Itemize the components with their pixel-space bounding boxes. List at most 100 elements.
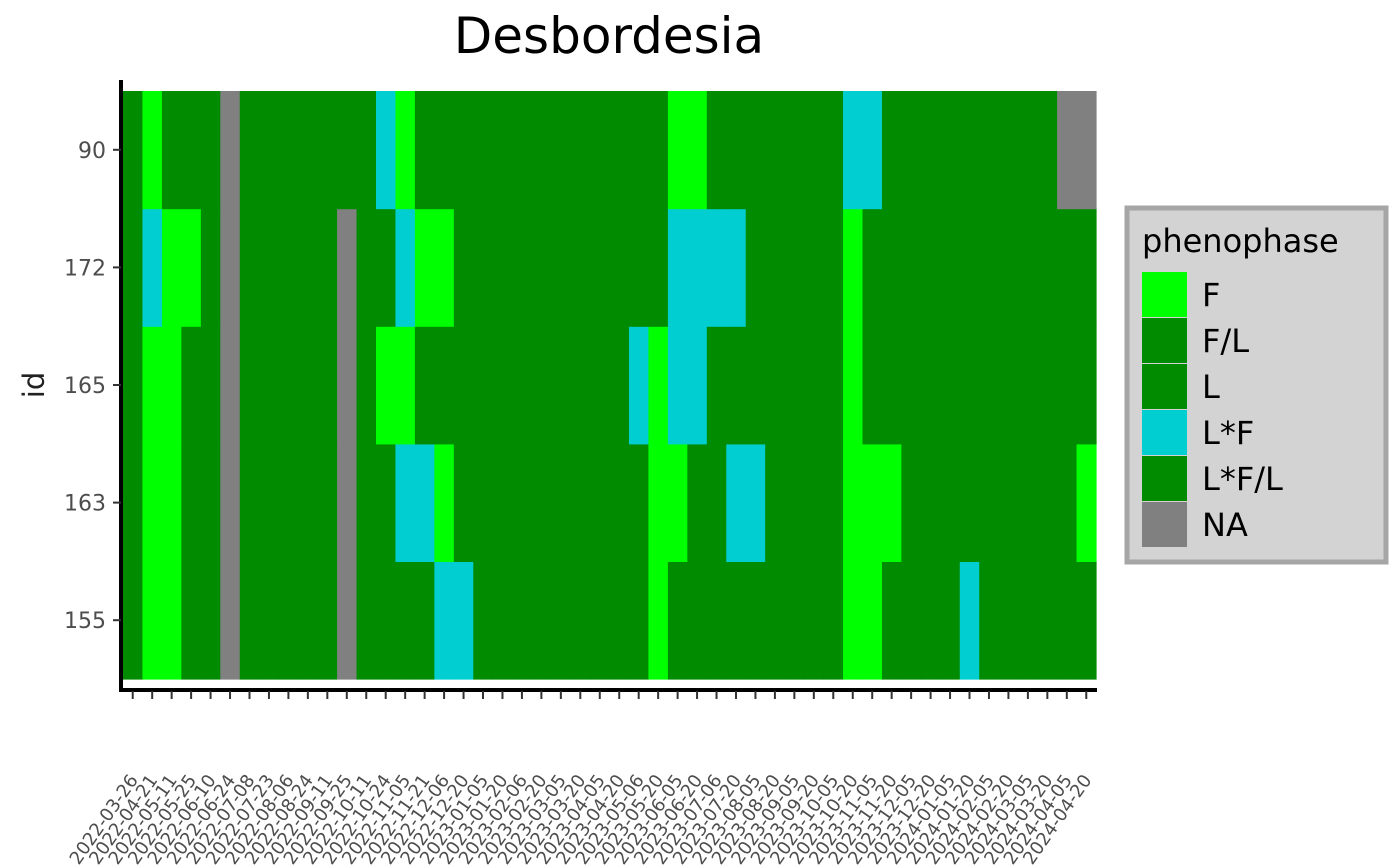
heatmap-cell: [278, 208, 299, 327]
heatmap-cell: [570, 208, 591, 327]
heatmap-cell: [512, 326, 533, 445]
heatmap-cell: [531, 561, 552, 680]
heatmap-cell: [317, 561, 338, 680]
heatmap-cell: [590, 326, 611, 445]
heatmap-cell: [998, 443, 1019, 562]
heatmap-cell: [823, 91, 844, 210]
heatmap-cell: [337, 208, 358, 327]
heatmap-cell: [726, 326, 747, 445]
heatmap-cell: [609, 326, 630, 445]
heatmap-cell: [473, 208, 494, 327]
heatmap-cell: [920, 443, 941, 562]
heatmap-cell: [239, 443, 260, 562]
heatmap-cell: [356, 326, 377, 445]
heatmap-cell: [823, 443, 844, 562]
heatmap-cell: [123, 561, 144, 680]
heatmap-cell: [745, 208, 766, 327]
heatmap-cell: [1057, 443, 1078, 562]
heatmap-cell: [843, 443, 864, 562]
heatmap-cell: [142, 443, 163, 562]
heatmap-cell: [337, 561, 358, 680]
legend-key: [1142, 456, 1187, 501]
heatmap-cell: [726, 91, 747, 210]
heatmap-cell: [979, 561, 1000, 680]
heatmap-cell: [765, 91, 786, 210]
heatmap-cell: [648, 561, 669, 680]
heatmap-cell: [317, 91, 338, 210]
heatmap-cell: [745, 561, 766, 680]
heatmap-cell: [298, 208, 319, 327]
heatmap-cell: [979, 91, 1000, 210]
heatmap-cell: [492, 443, 513, 562]
heatmap-cell: [628, 443, 650, 562]
heatmap-cell: [765, 561, 786, 680]
legend-key: [1142, 410, 1187, 455]
heatmap-cell: [181, 326, 202, 445]
legend-label: NA: [1202, 506, 1248, 544]
heatmap-cell: [337, 443, 358, 562]
heatmap-cell: [1076, 443, 1097, 562]
heatmap-cell: [531, 443, 552, 562]
heatmap-cell: [492, 561, 513, 680]
heatmap-cell: [959, 561, 980, 680]
heatmap-cell: [395, 561, 416, 680]
heatmap-cell: [784, 91, 805, 210]
heatmap-cell: [940, 326, 961, 445]
heatmap-cell: [142, 326, 163, 445]
heatmap-cell: [142, 561, 163, 680]
heatmap-cell: [998, 208, 1019, 327]
heatmap-cell: [706, 91, 727, 210]
heatmap-cell: [959, 443, 980, 562]
heatmap-cell: [1018, 208, 1039, 327]
heatmap-cell: [784, 326, 805, 445]
heatmap-cell: [181, 443, 202, 562]
heatmap-cell: [687, 208, 708, 327]
heatmap-cell: [687, 91, 708, 210]
legend-key: [1142, 364, 1187, 409]
heatmap-cell: [161, 91, 182, 210]
heatmap-cell: [123, 443, 144, 562]
heatmap-cell: [356, 208, 377, 327]
heatmap-cell: [1018, 91, 1039, 210]
heatmap-cell: [337, 91, 358, 210]
heatmap-cell: [473, 91, 494, 210]
heatmap-cell: [648, 443, 669, 562]
heatmap-cell: [920, 326, 941, 445]
heatmap-cell: [609, 561, 630, 680]
heatmap-cell: [1057, 326, 1078, 445]
heatmap-cell: [745, 326, 766, 445]
legend-items: F F/L L L*F L*F/L NA: [1142, 272, 1283, 547]
heatmap-cell: [317, 443, 338, 562]
heatmap-cell: [473, 561, 494, 680]
heatmap-cell: [1076, 91, 1097, 210]
heatmap-cell: [453, 443, 474, 562]
heatmap-cell: [200, 208, 221, 327]
heatmap-cell: [220, 326, 241, 445]
heatmap-cell: [570, 326, 591, 445]
heatmap-cell: [706, 561, 727, 680]
heatmap-cell: [667, 208, 688, 327]
heatmap-cell: [998, 561, 1019, 680]
heatmap-cell: [239, 208, 260, 327]
heatmap-cell: [220, 91, 241, 210]
heatmap-cell: [1076, 208, 1097, 327]
heatmap-cell: [434, 443, 455, 562]
heatmap-cell: [239, 561, 260, 680]
heatmap-cell: [959, 326, 980, 445]
heatmap-cell: [492, 208, 513, 327]
chart-title: Desbordesia: [454, 7, 764, 65]
heatmap-cell: [298, 326, 319, 445]
heatmap-cell: [1037, 443, 1058, 562]
heatmap-cell: [1076, 561, 1097, 680]
heatmap-cell: [706, 208, 727, 327]
heatmap-cell: [959, 91, 980, 210]
y-axis-title: id: [17, 372, 51, 398]
heatmap-cell: [161, 208, 182, 327]
heatmap-cell: [570, 561, 591, 680]
heatmap-cell: [512, 208, 533, 327]
heatmap-cell: [161, 326, 182, 445]
heatmap-cell: [259, 443, 280, 562]
heatmap-cell: [414, 326, 435, 445]
heatmap-cell: [843, 91, 864, 210]
heatmap-cell: [395, 326, 416, 445]
